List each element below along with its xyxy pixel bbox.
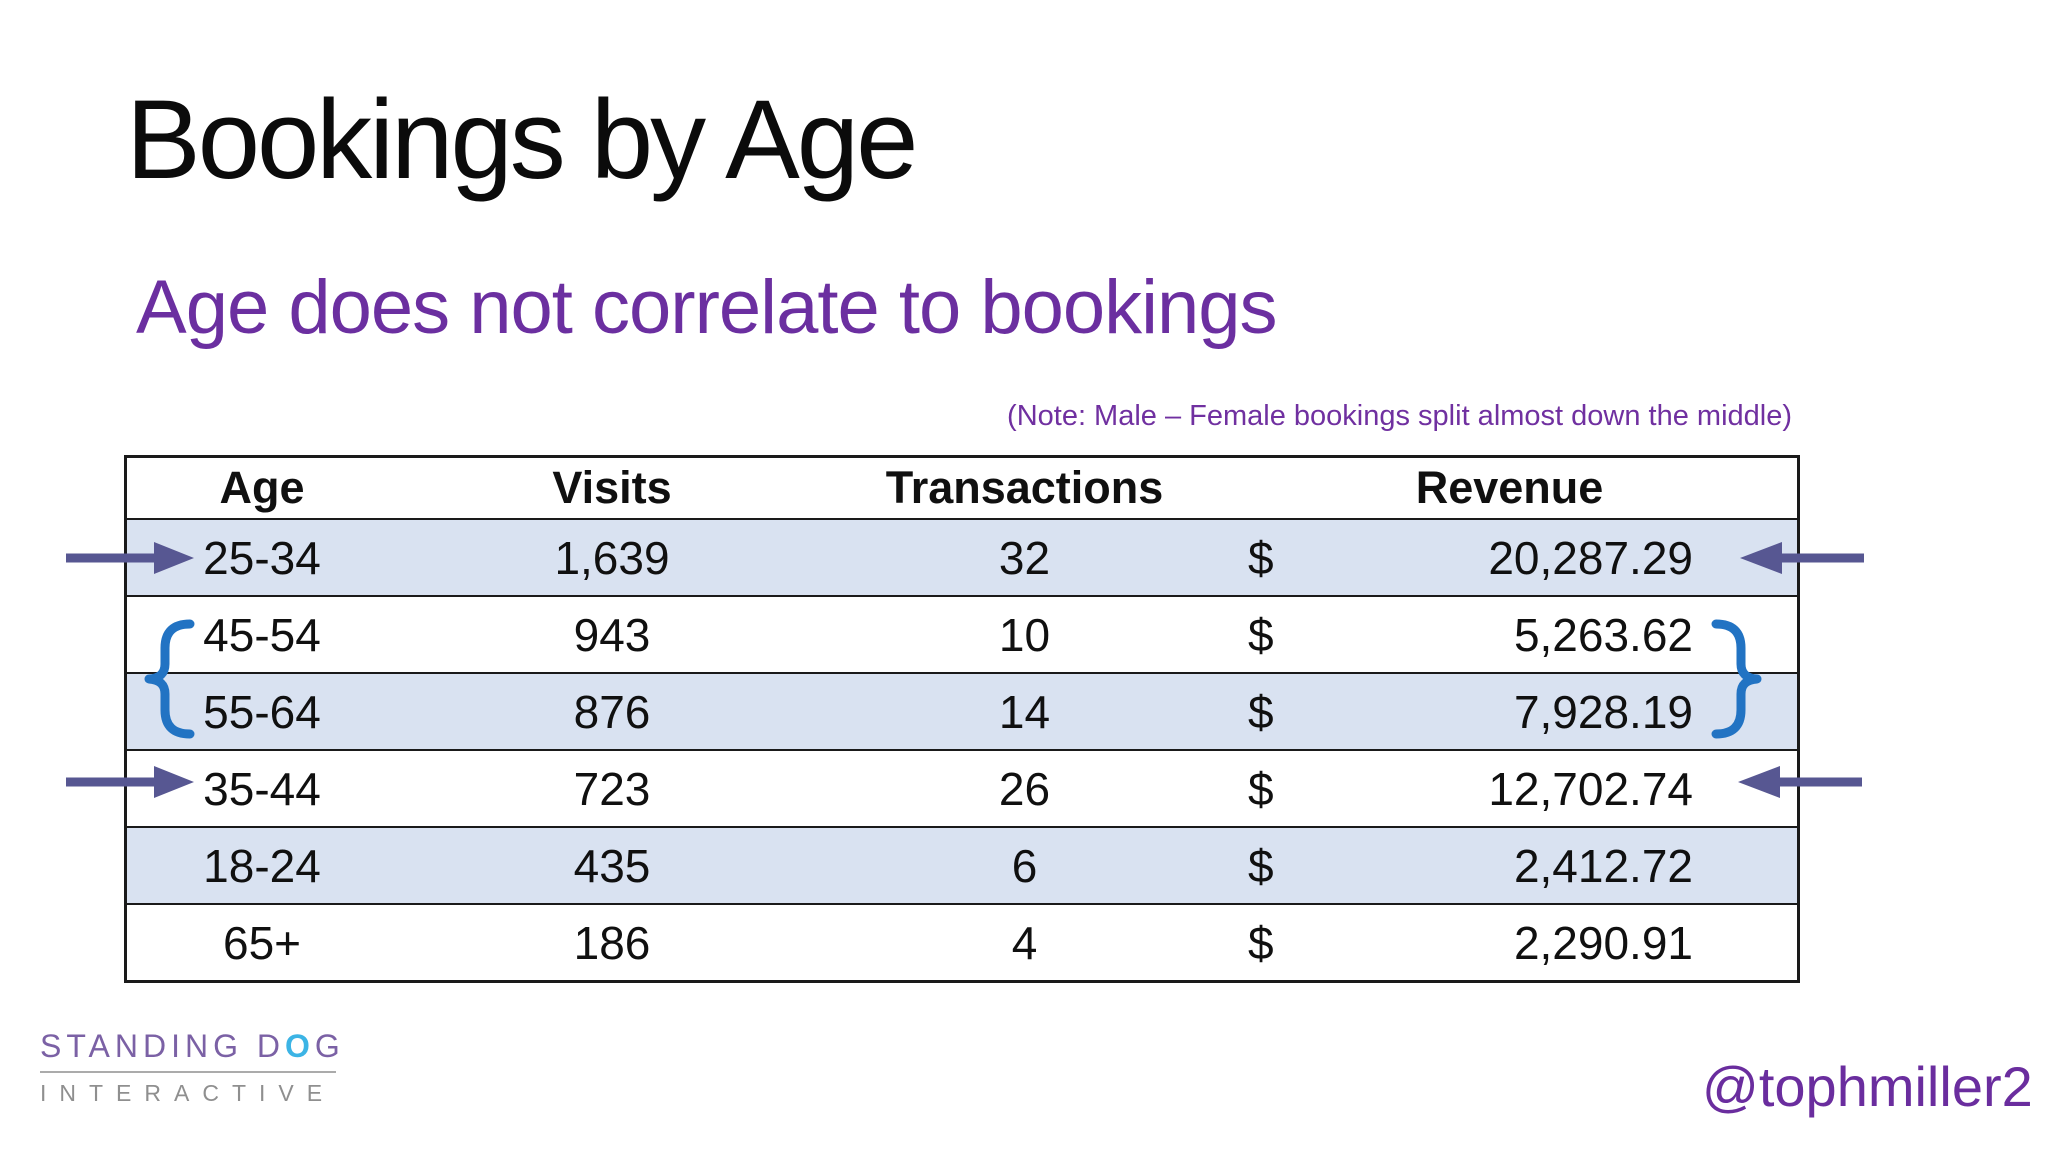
revenue-cell: $ 7,928.19 bbox=[1222, 685, 1797, 739]
revenue-cell: $ 2,412.72 bbox=[1222, 839, 1797, 893]
page-title: Bookings by Age bbox=[126, 77, 918, 202]
visits-cell: 876 bbox=[573, 685, 651, 738]
logo-o-ring: O bbox=[284, 1028, 315, 1064]
visits-cell: 943 bbox=[573, 608, 651, 661]
currency-symbol: $ bbox=[1248, 839, 1274, 892]
col-header-age: Age bbox=[219, 462, 305, 513]
transactions-cell: 6 bbox=[1011, 839, 1038, 892]
transactions-cell: 32 bbox=[998, 531, 1051, 584]
table-header-row: Age Visits Transactions Revenue bbox=[127, 458, 1797, 518]
logo-text-part2: G bbox=[314, 1028, 345, 1064]
subtitle: Age does not correlate to bookings bbox=[136, 265, 1278, 350]
currency-symbol: $ bbox=[1248, 608, 1274, 661]
visits-cell: 1,639 bbox=[554, 531, 670, 584]
logo-wordmark: STANDING DOG bbox=[40, 1028, 345, 1065]
logo-text-part1: STANDING D bbox=[40, 1028, 285, 1064]
revenue-amount: 20,287.29 bbox=[1488, 531, 1693, 584]
logo-divider bbox=[40, 1071, 336, 1073]
table-row: 18-24 435 6 $ 2,412.72 bbox=[127, 826, 1797, 903]
table-row: 45-54 943 10 $ 5,263.62 bbox=[127, 595, 1797, 672]
col-header-visits: Visits bbox=[552, 462, 672, 513]
table-row: 35-44 723 26 $ 12,702.74 bbox=[127, 749, 1797, 826]
col-header-transactions: Transactions bbox=[885, 462, 1164, 513]
table-row: 65+ 186 4 $ 2,290.91 bbox=[127, 903, 1797, 980]
revenue-cell: $ 12,702.74 bbox=[1222, 762, 1797, 816]
revenue-amount: 5,263.62 bbox=[1513, 608, 1693, 661]
revenue-amount: 2,290.91 bbox=[1513, 916, 1693, 969]
age-cell: 55-64 bbox=[203, 685, 321, 738]
bookings-table: Age Visits Transactions Revenue 25-34 1,… bbox=[124, 455, 1800, 983]
twitter-handle: @tophmiller2 bbox=[1702, 1055, 2033, 1118]
revenue-amount: 7,928.19 bbox=[1513, 685, 1693, 738]
currency-symbol: $ bbox=[1248, 531, 1274, 584]
revenue-amount: 12,702.74 bbox=[1488, 762, 1693, 815]
table-row: 55-64 876 14 $ 7,928.19 bbox=[127, 672, 1797, 749]
age-cell: 25-34 bbox=[203, 531, 321, 584]
col-header-revenue: Revenue bbox=[1415, 462, 1604, 513]
age-cell: 45-54 bbox=[203, 608, 321, 661]
revenue-cell: $ 2,290.91 bbox=[1222, 916, 1797, 970]
age-cell: 35-44 bbox=[203, 762, 321, 815]
note-text: (Note: Male – Female bookings split almo… bbox=[1007, 400, 1792, 432]
standing-dog-logo: STANDING DOG INTERACTIVE bbox=[40, 1028, 345, 1107]
revenue-amount: 2,412.72 bbox=[1513, 839, 1693, 892]
transactions-cell: 4 bbox=[1011, 916, 1038, 969]
visits-cell: 723 bbox=[573, 762, 651, 815]
age-cell: 65+ bbox=[222, 916, 302, 969]
revenue-cell: $ 20,287.29 bbox=[1222, 531, 1797, 585]
transactions-cell: 26 bbox=[998, 762, 1051, 815]
revenue-cell: $ 5,263.62 bbox=[1222, 608, 1797, 662]
visits-cell: 435 bbox=[573, 839, 651, 892]
currency-symbol: $ bbox=[1248, 762, 1274, 815]
age-cell: 18-24 bbox=[203, 839, 321, 892]
logo-tagline: INTERACTIVE bbox=[40, 1080, 336, 1106]
currency-symbol: $ bbox=[1248, 916, 1274, 969]
visits-cell: 186 bbox=[573, 916, 651, 969]
table-row: 25-34 1,639 32 $ 20,287.29 bbox=[127, 518, 1797, 595]
transactions-cell: 14 bbox=[998, 685, 1051, 738]
transactions-cell: 10 bbox=[998, 608, 1051, 661]
currency-symbol: $ bbox=[1248, 685, 1274, 738]
